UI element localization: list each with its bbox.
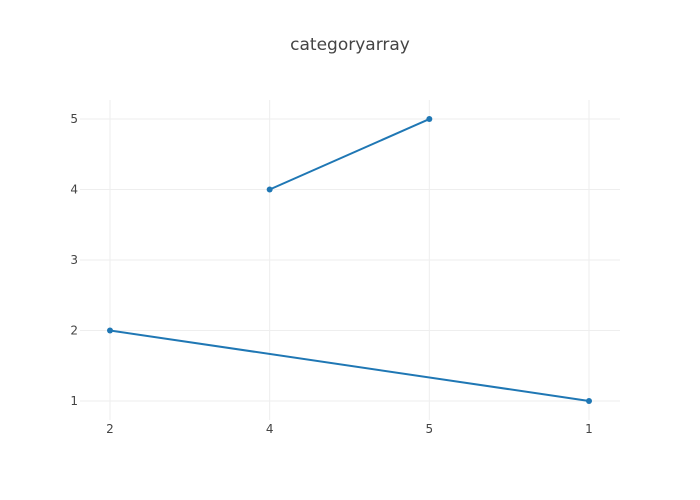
y-axis-ticks: 1 2 3 4 5	[70, 112, 78, 408]
series-markers	[107, 116, 592, 404]
series-line-segment	[109, 329, 590, 402]
y-tick-label: 5	[70, 112, 78, 126]
y-tick-label: 3	[70, 253, 78, 267]
gridlines	[80, 100, 620, 420]
x-tick-label: 2	[106, 422, 114, 436]
data-point	[266, 186, 273, 193]
x-tick-label: 4	[266, 422, 274, 436]
x-axis-ticks: 2 4 5 1	[106, 422, 593, 436]
data-point	[107, 327, 113, 334]
data-point	[586, 397, 592, 404]
y-tick-label: 2	[70, 323, 78, 337]
series-line-segment	[269, 118, 430, 191]
chart-title: categoryarray	[290, 35, 410, 55]
x-tick-label: 1	[585, 422, 593, 436]
y-tick-label: 1	[70, 394, 78, 408]
data-point	[426, 116, 433, 123]
series-lines	[109, 118, 590, 402]
y-tick-label: 4	[70, 183, 78, 197]
x-tick-label: 5	[426, 422, 434, 436]
